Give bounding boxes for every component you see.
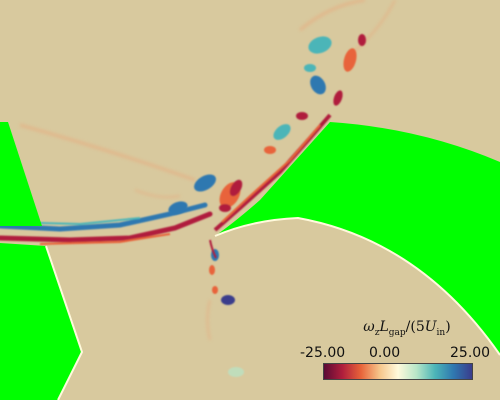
upper-left-solid	[0, 122, 42, 226]
colorbar-tick-max: 25.00	[450, 345, 490, 361]
colorbar-tick-min: -25.00	[300, 345, 345, 361]
colorbar-title: ωzLgap/(5Uin)	[352, 319, 462, 338]
colorbar-gradient	[323, 363, 473, 380]
colorbar-tick-mid: 0.00	[369, 345, 400, 361]
